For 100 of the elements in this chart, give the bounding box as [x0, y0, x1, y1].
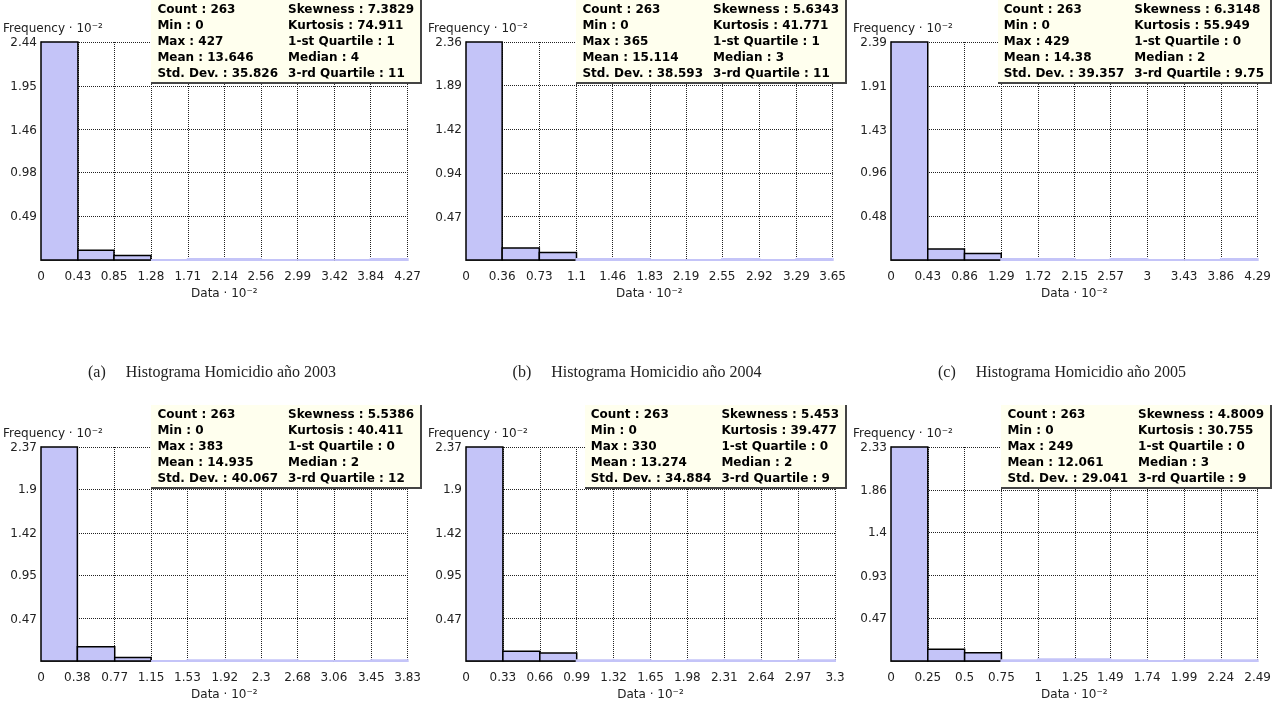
x-tick-label: 1.32 [600, 670, 627, 685]
annotation: 3-rd Quartile : 9 [1138, 470, 1248, 486]
annotation: Mean : 14.935 [157, 454, 255, 470]
text: Count : 263 [590, 406, 670, 422]
x-tick-label: 0.25 [914, 670, 942, 685]
x-tick-label: 2.3 [251, 670, 271, 685]
annotation: Max : 365 [582, 33, 650, 49]
text: Kurtosis : 30.755 [1138, 422, 1255, 438]
x-tick-label: 0.5 [955, 670, 975, 685]
annotation: Max : 427 [157, 33, 225, 49]
y-tick-label: 2.44 [10, 35, 37, 49]
x-tick-label: 0.36 [488, 269, 516, 283]
y-tick-label: 0.49 [10, 209, 37, 224]
y-tick-label: 1.91 [860, 78, 887, 93]
x-tick-label: 2.19 [672, 269, 700, 283]
text: Kurtosis : 41.771 [713, 17, 830, 33]
y-tick-label: 0.93 [860, 568, 887, 583]
y-tick-label: 0.94 [435, 166, 462, 181]
annotation: Std. Dev. : 29.041 [1007, 470, 1129, 486]
text: Min : 0 [582, 17, 630, 33]
y-tick-label: 1.89 [435, 78, 462, 93]
annotation: 1-st Quartile : 0 [1138, 438, 1246, 454]
x-tick-label: 1 [1034, 670, 1043, 685]
x-tick-label: 3.65 [819, 269, 846, 283]
annotation: Max : 383 [157, 438, 225, 454]
annotation: 1-st Quartile : 1 [713, 33, 821, 49]
x-tick-label: 2.99 [284, 269, 312, 283]
x-tick-label: 1.1 [566, 269, 587, 283]
x-tick-label: 3.06 [320, 670, 348, 685]
y-tick-label: 2.36 [435, 35, 462, 49]
x-tick-label: 1.15 [137, 670, 165, 685]
y-tick-label: 1.42 [435, 121, 462, 136]
y-tick-label: 0.96 [860, 165, 887, 180]
y-axis-title: Frequency · 10⁻² [428, 21, 529, 35]
y-tick-label: 1.95 [10, 78, 37, 93]
y-axis-title: Frequency · 10⁻² [853, 21, 954, 35]
x-axis-title: Data · 10⁻² [1041, 687, 1108, 701]
annotation: Median : 3 [713, 49, 785, 65]
annotation: Median : 2 [288, 454, 360, 470]
x-axis-title: Data · 10⁻² [616, 285, 683, 300]
x-tick-label: 1.28 [137, 269, 165, 283]
annotation: 3-rd Quartile : 11 [713, 65, 831, 81]
annotation: Mean : 15.114 [582, 49, 680, 65]
x-tick-label: 0 [462, 269, 470, 283]
x-tick-label: 3.86 [1207, 269, 1235, 283]
x-tick-label: 2.31 [710, 670, 738, 685]
x-tick-label: 1.83 [636, 269, 664, 283]
x-tick-label: 2.64 [747, 670, 775, 685]
x-tick-label: 1.74 [1133, 670, 1161, 685]
annotation: Std. Dev. : 40.067 [157, 470, 279, 486]
x-tick-label: 1.49 [1097, 670, 1124, 685]
annotation: Mean : 13.646 [157, 49, 255, 65]
y-tick-label: 1.43 [860, 122, 887, 137]
x-tick-label: 0.38 [64, 670, 91, 685]
x-tick-label: 1.99 [1170, 670, 1198, 685]
x-tick-label: 3.84 [357, 269, 385, 283]
text: Skewness : 5.6343 [713, 1, 839, 17]
text: Count : 263 [582, 1, 662, 17]
text: (c) Histograma Homicidio año 2005 [938, 362, 1186, 381]
y-tick-label: 1.42 [10, 525, 37, 540]
text: (a) Histograma Homicidio año 2003 [88, 362, 336, 381]
x-axis-title: Data · 10⁻² [191, 285, 258, 300]
x-tick-label: 3.42 [321, 269, 349, 283]
x-tick-label: 0.86 [951, 269, 978, 283]
x-tick-label: 0.75 [988, 670, 1015, 685]
x-axis-title: Data · 10⁻² [1041, 285, 1108, 300]
x-tick-label: 0 [462, 670, 470, 685]
x-tick-label: 1.25 [1061, 670, 1089, 685]
y-axis-title: Frequency · 10⁻² [3, 21, 104, 35]
x-tick-label: 3.29 [783, 269, 810, 283]
annotation: 1-st Quartile : 0 [288, 438, 396, 454]
x-tick-label: 0 [37, 670, 45, 685]
x-tick-label: 0.43 [914, 269, 942, 283]
text: Kurtosis : 39.477 [721, 422, 838, 438]
x-tick-label: 2.97 [784, 670, 812, 685]
y-tick-label: 0.47 [860, 610, 887, 625]
x-tick-label: 1.65 [637, 670, 664, 685]
x-tick-label: 4.29 [1244, 269, 1271, 283]
annotation: Std. Dev. : 35.826 [157, 65, 279, 81]
y-tick-label: 1.46 [10, 122, 37, 137]
text: Min : 0 [157, 422, 205, 438]
x-tick-label: 3 [1143, 269, 1152, 283]
x-tick-label: 2.57 [1097, 269, 1124, 283]
x-tick-label: 0 [37, 269, 45, 283]
text: Kurtosis : 55.949 [1134, 17, 1251, 33]
x-tick-label: 1.71 [174, 269, 202, 283]
x-tick-label: 2.55 [708, 269, 736, 283]
text: (b) Histograma Homicidio año 2004 [512, 362, 762, 381]
x-tick-label: 0.99 [563, 670, 591, 685]
text: Count : 263 [1003, 1, 1083, 17]
annotation: Mean : 12.061 [1007, 454, 1105, 470]
x-tick-label: 3.43 [1170, 269, 1198, 283]
annotation: Median : 4 [288, 49, 360, 65]
y-tick-label: 2.33 [860, 440, 887, 454]
y-tick-label: 0.95 [10, 568, 37, 583]
annotation: Mean : 13.274 [590, 454, 688, 470]
y-tick-label: 0.47 [10, 611, 37, 626]
x-tick-label: 1.46 [599, 269, 627, 283]
x-axis-title: Data · 10⁻² [191, 687, 258, 701]
y-tick-label: 2.37 [435, 440, 462, 454]
